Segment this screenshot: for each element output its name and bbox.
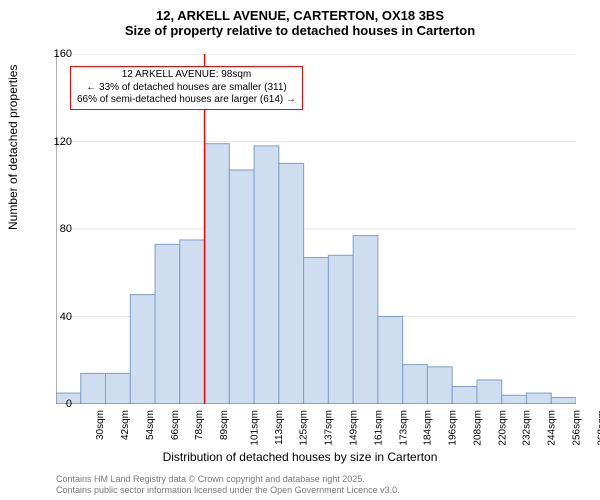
x-tick-label: 232sqm — [522, 410, 533, 446]
bar — [205, 144, 230, 404]
x-tick-label: 101sqm — [250, 410, 261, 446]
x-tick-label: 161sqm — [373, 410, 384, 446]
x-tick-label: 137sqm — [324, 410, 335, 446]
x-tick-label: 125sqm — [299, 410, 310, 446]
chart-title: 12, ARKELL AVENUE, CARTERTON, OX18 3BS — [0, 0, 600, 23]
bar — [403, 365, 428, 404]
bar — [526, 393, 551, 404]
bar — [477, 380, 502, 404]
annotation-line1: 12 ARKELL AVENUE: 98sqm — [77, 69, 296, 82]
x-tick-label: 66sqm — [170, 410, 181, 440]
x-tick-label: 196sqm — [448, 410, 459, 446]
x-tick-label: 173sqm — [398, 410, 409, 446]
bar — [502, 395, 527, 404]
bar — [155, 244, 180, 404]
y-tick-label: 40 — [60, 311, 72, 323]
x-tick-label: 268sqm — [596, 410, 600, 446]
x-tick-label: 220sqm — [497, 410, 508, 446]
bar — [130, 295, 155, 404]
annotation-line2: ← 33% of detached houses are smaller (31… — [77, 82, 296, 95]
x-tick-label: 30sqm — [95, 410, 106, 440]
bar — [180, 240, 205, 404]
bar — [254, 146, 279, 404]
bar — [551, 397, 576, 404]
bar — [81, 373, 106, 404]
x-tick-label: 208sqm — [472, 410, 483, 446]
x-tick-label: 184sqm — [423, 410, 434, 446]
x-tick-label: 149sqm — [349, 410, 360, 446]
y-tick-label: 120 — [54, 136, 72, 148]
x-tick-label: 89sqm — [219, 410, 230, 440]
x-axis-label: Distribution of detached houses by size … — [0, 450, 600, 464]
footer-line2: Contains public sector information licen… — [56, 485, 400, 496]
annotation-line3: 66% of semi-detached houses are larger (… — [77, 94, 296, 107]
bar — [106, 373, 131, 404]
bar — [328, 255, 353, 404]
y-tick-label: 0 — [66, 398, 72, 410]
bar — [378, 317, 403, 405]
bar — [353, 236, 378, 404]
chart-container: { "title": "12, ARKELL AVENUE, CARTERTON… — [0, 0, 600, 500]
marker-annotation: 12 ARKELL AVENUE: 98sqm ← 33% of detache… — [70, 66, 303, 110]
bar — [304, 257, 329, 404]
x-tick-label: 42sqm — [120, 410, 131, 440]
bar — [427, 367, 452, 404]
x-tick-label: 113sqm — [274, 410, 285, 445]
bar — [279, 163, 304, 404]
x-tick-label: 78sqm — [194, 410, 205, 440]
x-tick-label: 244sqm — [547, 410, 558, 446]
footer-line1: Contains HM Land Registry data © Crown c… — [56, 474, 400, 485]
plot-area: 12 ARKELL AVENUE: 98sqm ← 33% of detache… — [56, 54, 576, 404]
chart-subtitle: Size of property relative to detached ho… — [0, 23, 600, 38]
y-axis-label: Number of detached properties — [6, 65, 20, 230]
footer-attribution: Contains HM Land Registry data © Crown c… — [56, 474, 400, 496]
x-tick-label: 256sqm — [571, 410, 582, 446]
bar — [452, 387, 477, 405]
x-tick-label: 54sqm — [145, 410, 156, 440]
y-tick-label: 80 — [60, 223, 72, 235]
y-tick-label: 160 — [54, 48, 72, 60]
bar — [229, 170, 254, 404]
